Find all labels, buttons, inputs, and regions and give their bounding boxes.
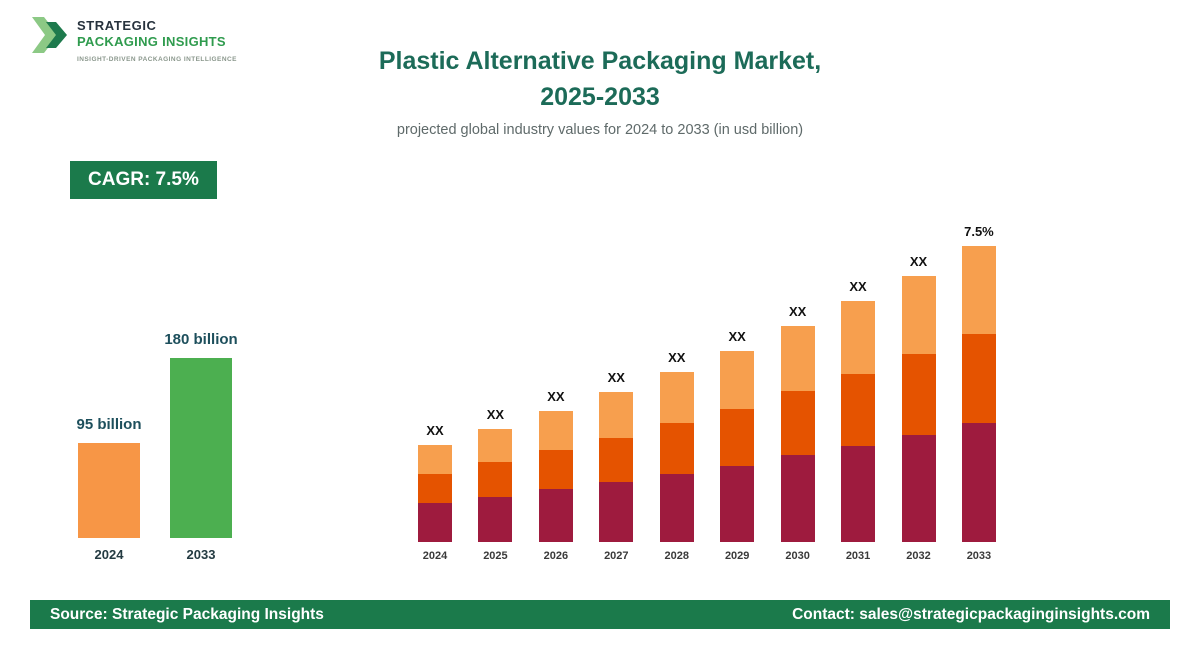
- stacked-bar-chart: XX 2024 XX 2025 XX 2026 XX 2027 XX 2028 XX 2029 XX 20…: [418, 224, 996, 562]
- stacked-bar: [841, 300, 876, 542]
- logo-brand-line1: STRATEGIC: [77, 18, 157, 33]
- page-title-line1: Plastic Alternative Packaging Market,: [378, 47, 822, 75]
- stacked-bar: [780, 325, 815, 542]
- bar-top-label: XX: [728, 329, 746, 345]
- footer-bar: Source: Strategic Packaging Insights Con…: [30, 600, 1170, 629]
- bar-year-label: 2032: [906, 550, 931, 562]
- bar-year-label: 2033: [966, 550, 992, 562]
- stacked-bar-group: XX 2027: [599, 370, 634, 562]
- cagr-badge: CAGR: 7.5%: [70, 161, 217, 199]
- stacked-bar-group: XX 2030: [780, 303, 815, 562]
- bar-year-label: 2027: [604, 550, 629, 562]
- bar-segment-top: [538, 410, 573, 451]
- summary-bar: [170, 358, 232, 538]
- bar-segment-top: [961, 245, 996, 334]
- bar-segment-top: [901, 275, 936, 355]
- summary-bar-value-label: 95 billion: [76, 416, 142, 433]
- logo-chevron-icon: [32, 17, 67, 53]
- bar-segment-top: [659, 371, 694, 423]
- bar-segment-bottom: [599, 482, 634, 542]
- stacked-bar-group: XX 2031: [841, 278, 876, 562]
- bar-segment-top: [418, 445, 452, 474]
- stacked-bar: [901, 275, 936, 542]
- bar-segment-middle: [961, 333, 996, 424]
- stacked-bar: [659, 371, 694, 542]
- stacked-bar: [599, 392, 634, 542]
- footer-source-text: Source: Strategic Packaging Insights: [50, 605, 324, 623]
- bar-year-label: 2029: [724, 550, 750, 562]
- stacked-bar: [720, 351, 755, 542]
- bar-segment-bottom: [841, 445, 876, 542]
- summary-bar: [78, 443, 140, 538]
- stacked-bar-group: XX 2029: [720, 329, 755, 562]
- bar-segment-bottom: [901, 434, 936, 542]
- bar-year-label: 2026: [543, 550, 569, 562]
- stacked-bar-group: XX 2026: [538, 388, 573, 562]
- bar-top-label: XX: [849, 278, 867, 294]
- bar-top-label: XX: [668, 349, 686, 365]
- bar-segment-middle: [901, 354, 936, 435]
- summary-chart: 95 billion 2024 180 billion 2033: [76, 331, 238, 562]
- bar-year-label: 2031: [845, 550, 871, 562]
- stacked-bar: [538, 410, 573, 542]
- logo-tagline: INSIGHT-DRIVEN PACKAGING INTELLIGENCE: [77, 55, 237, 63]
- logo-text: STRATEGIC PACKAGING INSIGHTS INSIGHT-DRI…: [77, 14, 237, 63]
- bar-segment-bottom: [418, 503, 452, 542]
- summary-bar-year-label: 2024: [94, 547, 124, 562]
- bar-segment-top: [841, 300, 876, 375]
- page-title-line2: 2025-2033: [540, 82, 660, 111]
- bar-top-label: XX: [788, 303, 807, 319]
- logo: STRATEGIC PACKAGING INSIGHTS INSIGHT-DRI…: [32, 14, 237, 63]
- bar-segment-bottom: [961, 423, 996, 542]
- stacked-bar-group: XX 2028: [659, 349, 694, 562]
- bar-segment-top: [599, 392, 634, 439]
- bar-segment-top: [780, 325, 815, 391]
- stacked-bar: [961, 245, 996, 542]
- summary-bar-value-label: 180 billion: [164, 331, 238, 348]
- stacked-bar: [478, 428, 513, 542]
- bar-top-label: 7.5%: [964, 223, 994, 239]
- summary-bar-year-label: 2033: [186, 547, 216, 562]
- bar-top-label: XX: [607, 370, 625, 386]
- summary-bar-group: 95 billion 2024: [76, 416, 142, 562]
- bar-segment-bottom: [478, 496, 513, 542]
- stacked-bar-group: 7.5% 2033: [961, 223, 996, 562]
- logo-brand-line2: PACKAGING INSIGHTS: [77, 34, 226, 50]
- bar-segment-middle: [538, 450, 573, 490]
- bar-segment-middle: [599, 438, 634, 483]
- footer-contact-text: Contact: sales@strategicpackaginginsight…: [792, 605, 1150, 623]
- bar-top-label: XX: [909, 253, 928, 269]
- page-subtitle: projected global industry values for 202…: [396, 122, 804, 138]
- bar-segment-middle: [720, 408, 755, 467]
- bar-top-label: XX: [486, 406, 505, 422]
- bar-year-label: 2025: [483, 550, 508, 562]
- bar-segment-middle: [659, 422, 694, 474]
- stacked-bar-group: XX 2032: [901, 253, 936, 562]
- header: Plastic Alternative Packaging Market, 20…: [0, 44, 1200, 138]
- bar-segment-middle: [780, 390, 815, 456]
- bar-top-label: XX: [426, 423, 444, 439]
- bar-segment-middle: [841, 374, 876, 446]
- bar-year-label: 2028: [664, 550, 689, 562]
- bar-top-label: XX: [547, 388, 565, 404]
- bar-segment-bottom: [780, 455, 815, 542]
- bar-segment-bottom: [720, 466, 755, 542]
- stacked-bar-group: XX 2025: [478, 406, 513, 562]
- bar-segment-bottom: [659, 473, 694, 542]
- stacked-bar: [418, 445, 452, 542]
- bar-year-label: 2030: [785, 550, 810, 562]
- summary-bar-group: 180 billion 2033: [164, 331, 237, 562]
- bar-segment-middle: [418, 473, 452, 504]
- bar-segment-top: [720, 351, 755, 409]
- stacked-bar-group: XX 2024: [418, 423, 452, 562]
- bar-segment-top: [478, 428, 513, 463]
- bar-segment-middle: [478, 462, 513, 497]
- bar-year-label: 2024: [422, 550, 448, 562]
- bar-segment-bottom: [538, 489, 573, 542]
